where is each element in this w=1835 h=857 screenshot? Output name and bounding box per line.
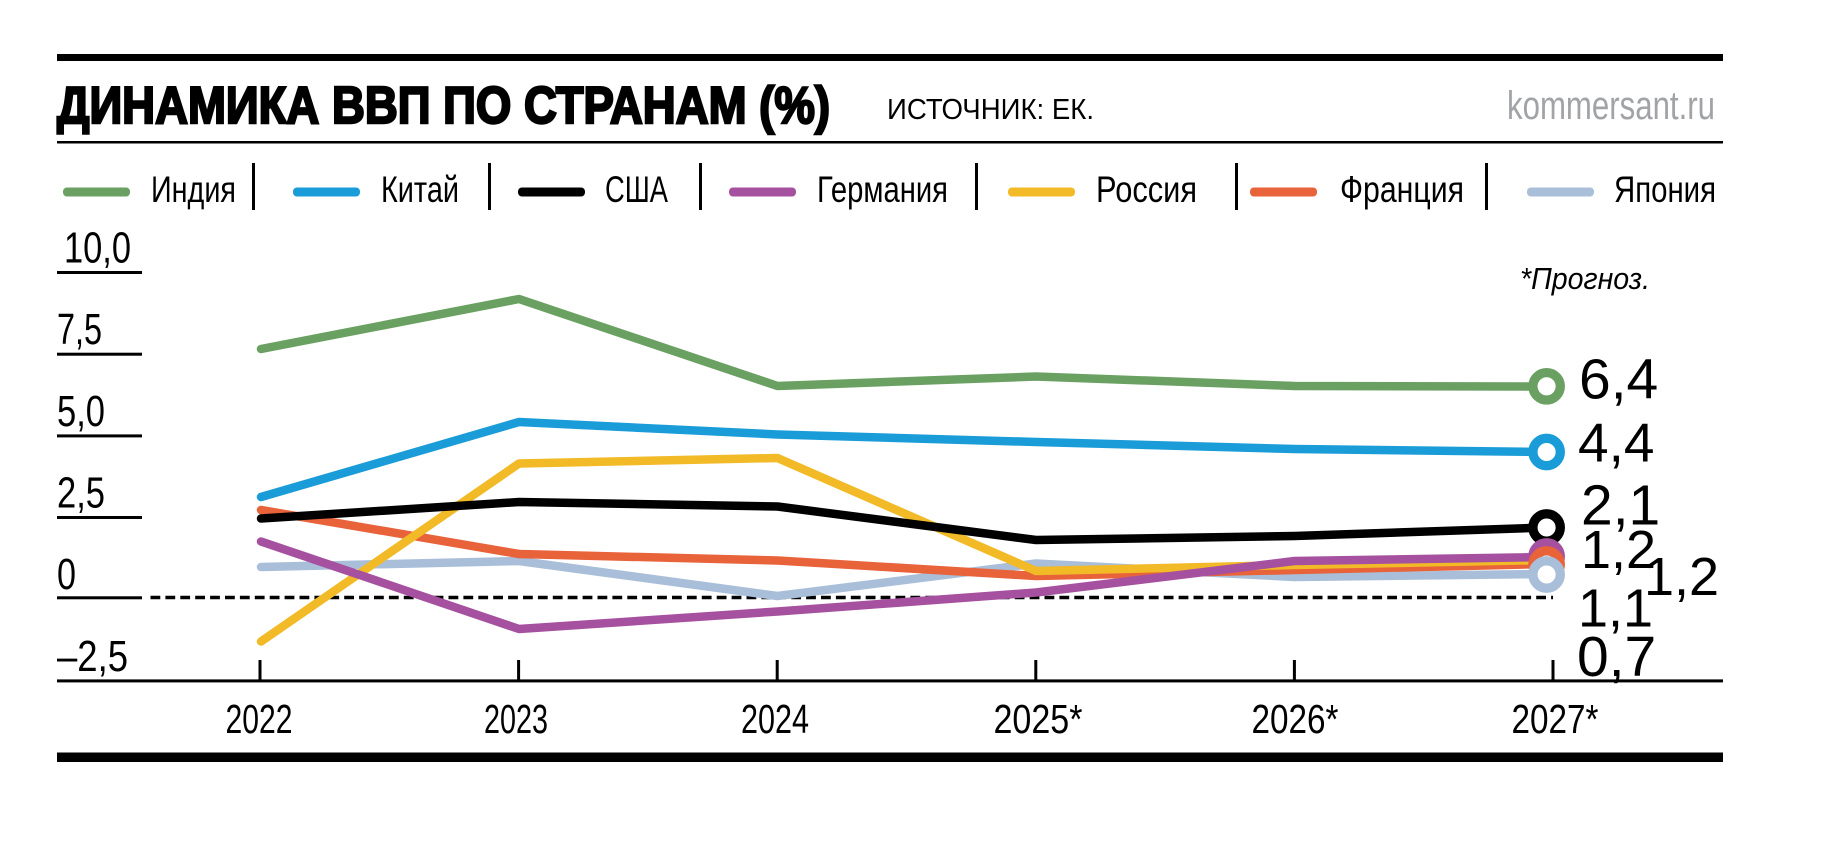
svg-text:2024: 2024 bbox=[741, 696, 809, 742]
svg-text:2022: 2022 bbox=[226, 696, 293, 742]
svg-text:2023: 2023 bbox=[484, 696, 548, 742]
svg-text:2025*: 2025* bbox=[994, 696, 1083, 742]
svg-text:0: 0 bbox=[57, 550, 76, 599]
svg-text:1,1: 1,1 bbox=[1578, 579, 1653, 639]
svg-text:Россия: Россия bbox=[1096, 169, 1197, 210]
svg-text:10,0: 10,0 bbox=[64, 224, 131, 273]
svg-text:2,5: 2,5 bbox=[57, 469, 105, 518]
svg-text:6,4: 6,4 bbox=[1579, 347, 1658, 411]
svg-text:2026*: 2026* bbox=[1252, 696, 1339, 742]
svg-text:Япония: Япония bbox=[1614, 169, 1716, 210]
svg-text:kommersant.ru: kommersant.ru bbox=[1507, 84, 1715, 128]
svg-text:ДИНАМИКА ВВП ПО СТРАНАМ (%): ДИНАМИКА ВВП ПО СТРАНАМ (%) bbox=[57, 77, 830, 135]
svg-text:1,2: 1,2 bbox=[1644, 547, 1719, 607]
svg-text:–2,5: –2,5 bbox=[57, 632, 128, 681]
svg-text:7,5: 7,5 bbox=[57, 305, 102, 354]
svg-text:ИСТОЧНИК: ЕК.: ИСТОЧНИК: ЕК. bbox=[887, 94, 1094, 126]
svg-text:*Прогноз.: *Прогноз. bbox=[1520, 261, 1650, 296]
svg-text:2,1: 2,1 bbox=[1581, 474, 1660, 538]
svg-text:Франция: Франция bbox=[1340, 169, 1464, 210]
svg-text:2027*: 2027* bbox=[1512, 696, 1599, 742]
svg-text:Индия: Индия bbox=[151, 169, 236, 210]
svg-text:США: США bbox=[605, 169, 668, 210]
svg-text:4,4: 4,4 bbox=[1578, 412, 1654, 474]
svg-text:0,7: 0,7 bbox=[1577, 625, 1656, 689]
svg-text:1,2: 1,2 bbox=[1581, 520, 1656, 580]
svg-text:5,0: 5,0 bbox=[57, 387, 105, 436]
svg-text:Германия: Германия bbox=[817, 169, 948, 210]
svg-text:Китай: Китай bbox=[381, 169, 459, 210]
